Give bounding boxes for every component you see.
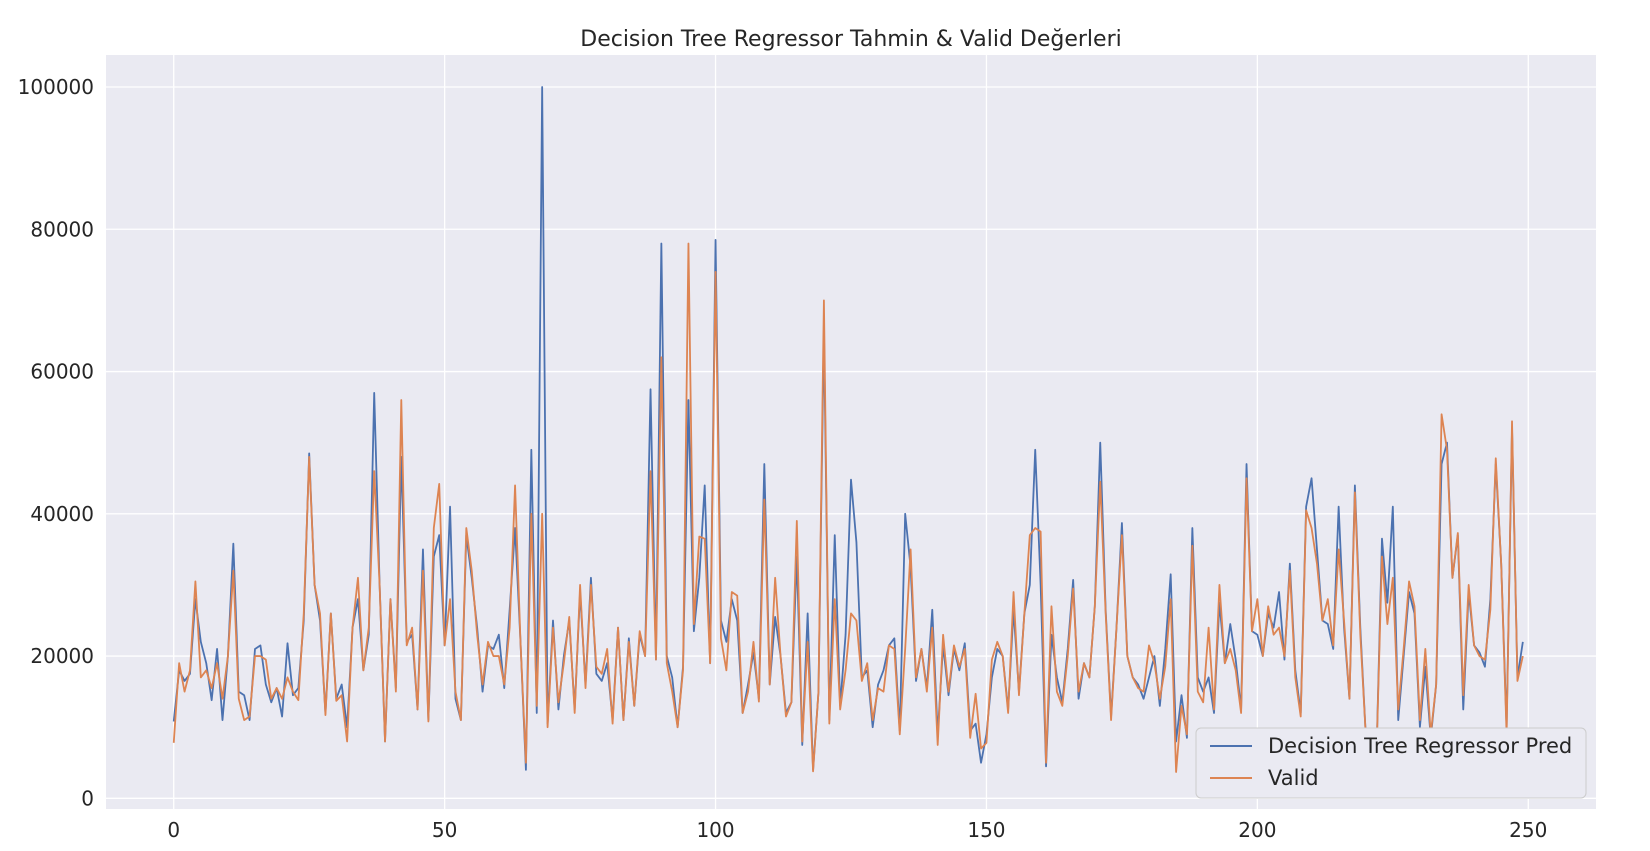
grid-lines — [106, 55, 1596, 809]
legend-label-valid: Valid — [1268, 766, 1319, 790]
axis-labels: 0 50 100 150 200 250 0 20000 40000 60000 80000 1000… — [18, 75, 1548, 842]
series-line-valid — [172, 242, 1524, 773]
chart-title: Decision Tree Regressor Tahmin & Valid D… — [580, 27, 1121, 52]
series-layer — [172, 86, 1524, 773]
x-tick-label: 100 — [696, 818, 734, 842]
x-tick-label: 250 — [1509, 818, 1547, 842]
y-tick-label: 100000 — [18, 75, 94, 99]
y-tick-label: 20000 — [30, 644, 94, 668]
plot-background — [106, 55, 1596, 809]
x-tick-label: 50 — [432, 818, 457, 842]
legend-box — [1195, 727, 1587, 799]
y-tick-label: 40000 — [30, 502, 94, 526]
y-tick-label: 80000 — [30, 217, 94, 241]
x-tick-label: 0 — [167, 818, 180, 842]
x-tick-label: 200 — [1238, 818, 1276, 842]
legend: Decision Tree Regressor Pred Valid — [1195, 727, 1587, 799]
y-tick-label: 60000 — [30, 360, 94, 384]
x-tick-label: 150 — [967, 818, 1005, 842]
legend-label-pred: Decision Tree Regressor Pred — [1268, 734, 1572, 758]
y-tick-label: 0 — [81, 786, 94, 810]
